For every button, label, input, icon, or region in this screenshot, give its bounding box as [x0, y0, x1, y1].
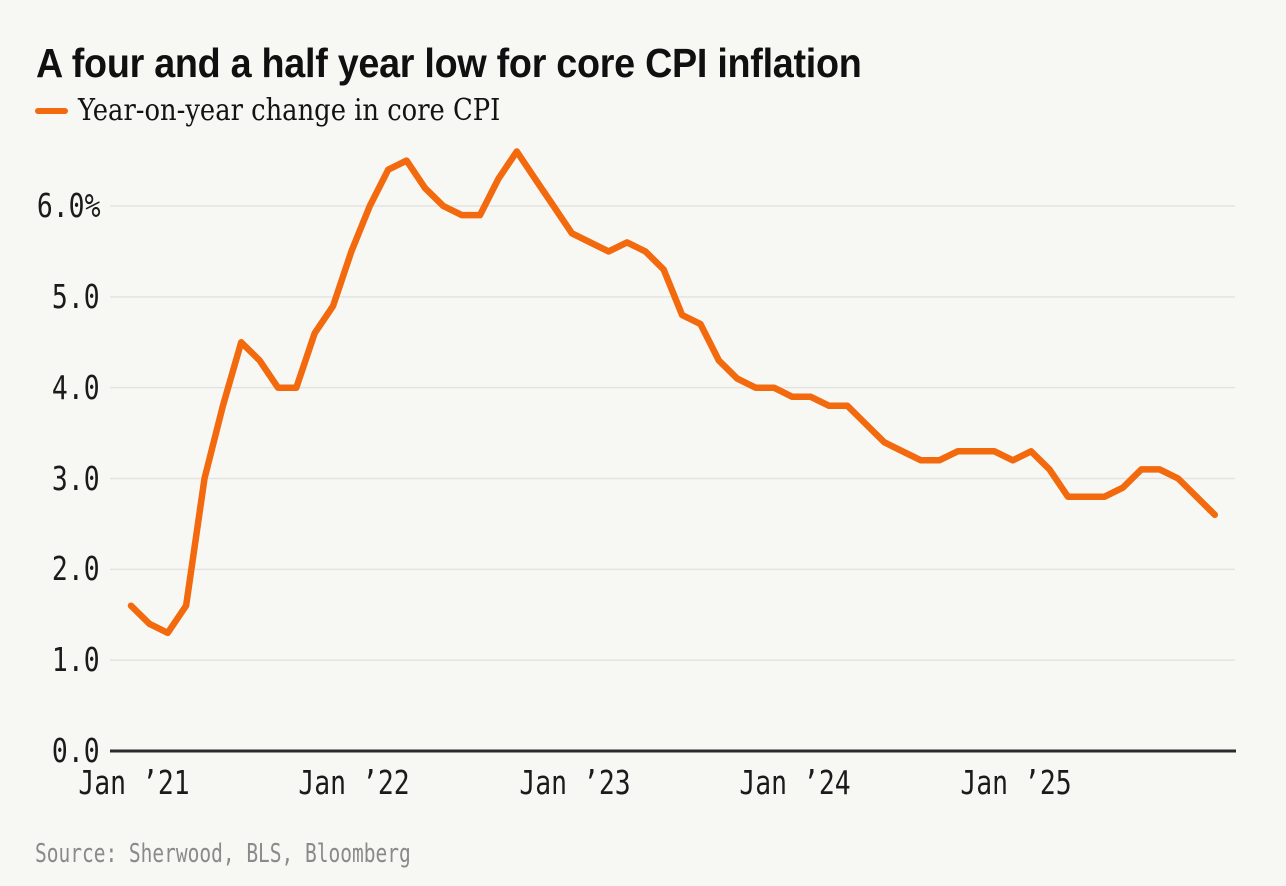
cpi-data-line [127, 148, 1219, 637]
x-axis-tick-label: Jan ’24 [739, 763, 851, 802]
source-credit: Source: Sherwood, BLS, Bloomberg [35, 839, 411, 869]
x-axis-tick-label: Jan ’23 [519, 763, 631, 802]
y-axis-tick-label: 1.0 [52, 640, 100, 680]
legend-label: Year-on-year change in core CPI [78, 93, 501, 128]
y-axis-tick-label: 4.0 [52, 367, 100, 407]
y-axis-tick-label: 3.0 [52, 458, 100, 498]
y-axis-tick-label: 6.0% [36, 186, 100, 226]
legend-line-swatch [35, 107, 68, 115]
y-axis-tick-label: 0.0 [52, 731, 100, 770]
chart-title: A four and a half year low for core CPI … [36, 40, 862, 87]
y-axis-tick-label: 2.0 [52, 549, 100, 589]
x-axis-tick-label: Jan ’25 [960, 763, 1072, 802]
y-axis-tick-label: 5.0 [52, 276, 100, 316]
legend: Year-on-year change in core CPI [35, 95, 569, 127]
x-axis-tick-label: Jan ’22 [298, 763, 411, 802]
x-axis-tick-label: Jan ’21 [78, 763, 190, 802]
